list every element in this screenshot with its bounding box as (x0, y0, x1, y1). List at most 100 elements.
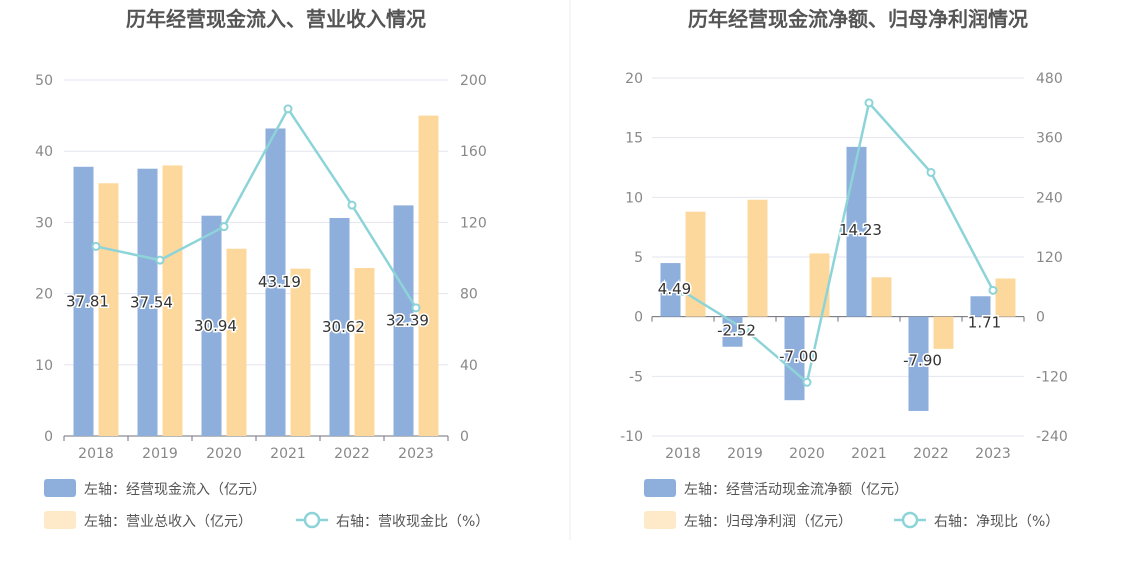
legend-swatch-secondary (44, 511, 76, 529)
bar-secondary (418, 115, 439, 436)
bar-primary (660, 263, 681, 317)
bar-secondary (98, 183, 119, 436)
bar-primary (329, 217, 350, 436)
ratio-point (802, 377, 812, 387)
bar-value-label: 14.23 (839, 221, 882, 239)
legend-label: 左轴：营业总收入（亿元） (84, 514, 252, 530)
category-label: 2019 (727, 446, 763, 462)
ratio-point (864, 98, 874, 108)
left-axis-tick-label: 0 (634, 310, 643, 326)
bar-secondary (162, 165, 183, 436)
ratio-point (155, 255, 165, 265)
bar-secondary (747, 199, 768, 317)
bar-value-label: -7.90 (903, 352, 942, 370)
legend-label: 右轴：净现比（%） (934, 514, 1059, 530)
bar-secondary (354, 267, 375, 436)
left-axis-tick-label: 10 (625, 190, 643, 206)
right-axis-tick-label: -120 (1036, 369, 1068, 385)
bar-primary (201, 215, 222, 436)
right-axis-tick-label: 160 (460, 144, 487, 160)
category-label: 2022 (334, 446, 370, 462)
right-axis-tick-label: 0 (1036, 310, 1045, 326)
bar-primary (970, 296, 991, 317)
bar-primary (908, 316, 929, 411)
bar-secondary (290, 268, 311, 436)
bar-value-label: -2.52 (717, 322, 756, 340)
ratio-point (926, 167, 936, 177)
bar-secondary (933, 316, 954, 349)
bar-value-label: 32.39 (386, 312, 429, 330)
left-axis-tick-label: 15 (625, 131, 643, 147)
chart-title: 历年经营现金流入、营业收入情况 (126, 7, 426, 31)
right-axis-tick-label: 240 (1036, 190, 1063, 206)
legend-swatch-primary (44, 479, 76, 497)
ratio-line (682, 100, 995, 385)
bar-primary (137, 168, 158, 436)
right-axis-tick-label: 200 (460, 73, 487, 89)
left-axis-tick-label: 5 (634, 250, 643, 266)
bar-value-label: -7.00 (779, 348, 818, 366)
bar-secondary (226, 248, 247, 436)
category-label: 2019 (142, 446, 178, 462)
bar-value-label: 43.19 (258, 273, 301, 291)
chart-title: 历年经营现金流净额、归母净利润情况 (688, 7, 1028, 31)
right-axis-tick-label: 120 (460, 215, 487, 231)
legend-label: 左轴：经营现金流入（亿元） (84, 482, 266, 498)
bar-primary (265, 128, 286, 437)
category-label: 2023 (975, 446, 1011, 462)
left-axis-tick-label: 40 (35, 144, 53, 160)
bar-secondary (809, 253, 830, 317)
bar-value-label: 30.94 (194, 317, 237, 335)
right-axis-tick-label: -240 (1036, 429, 1068, 445)
category-label: 2022 (913, 446, 949, 462)
legend-label: 右轴：营收现金比（%） (336, 514, 489, 530)
category-label: 2023 (398, 446, 434, 462)
right-axis-tick-label: 360 (1036, 131, 1063, 147)
left-axis-tick-label: 0 (44, 429, 53, 445)
bar-primary (393, 205, 414, 436)
legend-swatch-primary (644, 479, 676, 497)
legend-line-marker (901, 511, 919, 529)
right-axis-tick-label: 120 (1036, 250, 1063, 266)
bar-value-label: 37.54 (130, 293, 173, 311)
ratio-point (988, 285, 998, 295)
ratio-point (219, 222, 229, 232)
ratio-point (678, 286, 688, 296)
bar-value-label: 37.81 (66, 292, 109, 310)
bar-value-label: 30.62 (322, 318, 365, 336)
category-label: 2021 (851, 446, 887, 462)
category-label: 2020 (789, 446, 825, 462)
ratio-line (95, 106, 418, 309)
category-label: 2018 (665, 446, 701, 462)
ratio-point (740, 325, 750, 335)
bar-secondary (685, 211, 706, 317)
right-axis-tick-label: 480 (1036, 71, 1063, 87)
left-axis-tick-label: 50 (35, 73, 53, 89)
bar-value-label: 4.49 (658, 280, 691, 298)
bar-primary (784, 316, 805, 401)
bar-primary (846, 146, 867, 317)
category-label: 2020 (206, 446, 242, 462)
legend-label: 左轴：经营活动现金流净额（亿元） (684, 482, 908, 498)
category-label: 2021 (270, 446, 306, 462)
ratio-point (411, 303, 421, 313)
bar-secondary (995, 278, 1016, 317)
right-axis-tick-label: 40 (460, 358, 478, 374)
left-axis-tick-label: 10 (35, 358, 53, 374)
ratio-point (283, 104, 293, 114)
right-axis-tick-label: 0 (460, 429, 469, 445)
left-axis-tick-label: 20 (625, 71, 643, 87)
bar-secondary (871, 277, 892, 317)
legend-label: 左轴：归母净利润（亿元） (684, 513, 852, 530)
bar-value-label: 1.71 (968, 313, 1001, 331)
legend-swatch-secondary (644, 511, 676, 529)
left-axis-tick-label: -5 (629, 369, 643, 385)
bar-primary (73, 166, 94, 437)
category-label: 2018 (78, 446, 114, 462)
right-axis-tick-label: 80 (460, 287, 478, 303)
left-axis-tick-label: 20 (35, 287, 53, 303)
legend-line-marker (303, 511, 321, 529)
ratio-point (91, 241, 101, 251)
